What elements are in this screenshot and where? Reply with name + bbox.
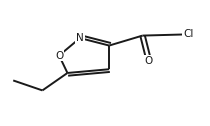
Text: Cl: Cl xyxy=(183,29,194,39)
Text: O: O xyxy=(145,56,153,66)
Text: N: N xyxy=(76,33,84,43)
Text: O: O xyxy=(55,51,63,60)
